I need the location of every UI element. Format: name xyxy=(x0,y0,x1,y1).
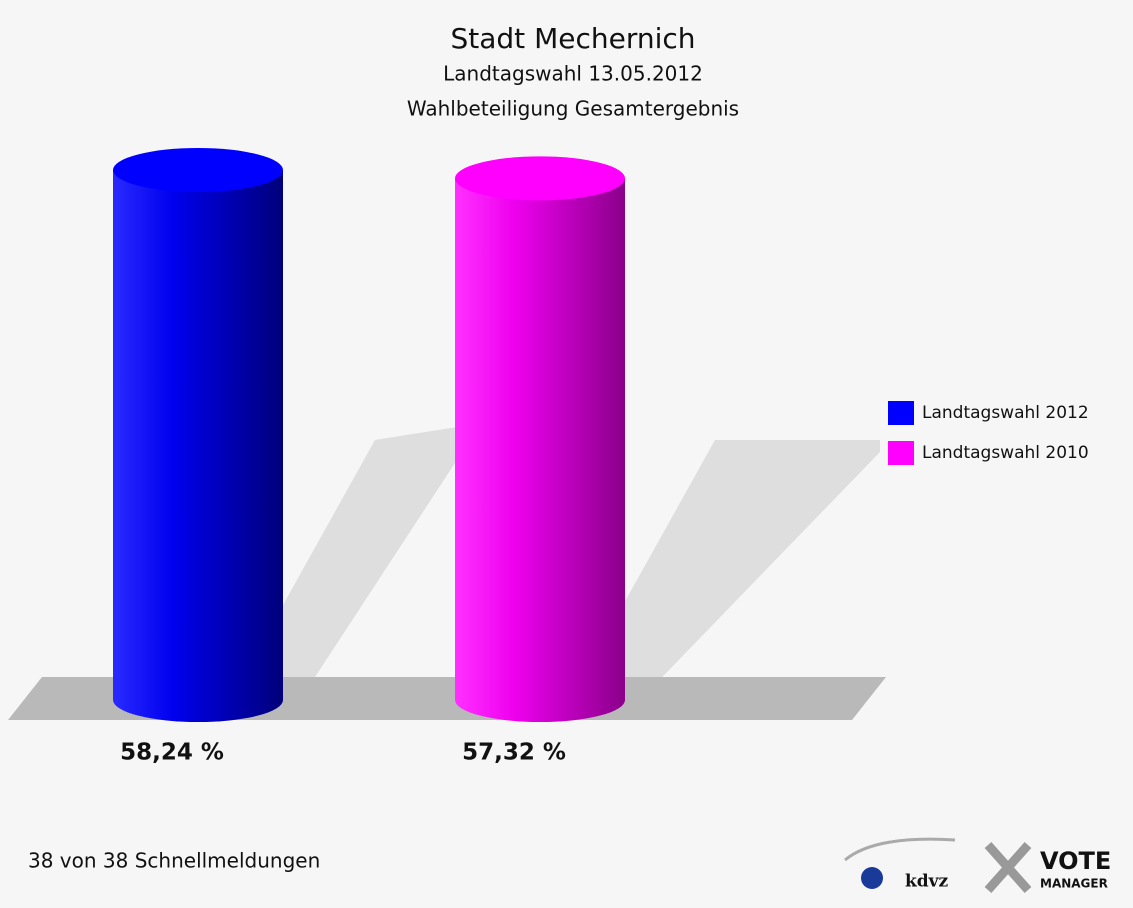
cylinder xyxy=(113,148,283,722)
legend-swatch xyxy=(888,401,914,425)
value-label: 58,24 % xyxy=(120,740,224,766)
shadow xyxy=(230,425,470,700)
cylinder-body xyxy=(113,170,283,722)
logo-ball xyxy=(861,867,883,889)
logo-text: VOTE xyxy=(1040,847,1111,875)
logo-x xyxy=(984,842,1032,893)
shadow xyxy=(570,440,880,700)
cylinder-top xyxy=(455,156,625,201)
logo-text: MANAGER xyxy=(1040,877,1108,891)
legend-label: Landtagswahl 2012 xyxy=(922,403,1089,423)
legend-label: Landtagswahl 2010 xyxy=(922,443,1089,463)
footnote: 38 von 38 Schnellmeldungen xyxy=(28,849,320,873)
chart-title: Stadt Mechernich xyxy=(451,22,696,55)
logo-swoosh xyxy=(844,837,956,862)
cylinder-body xyxy=(455,178,625,722)
logo: kdvz VOTE MANAGER xyxy=(844,837,1111,893)
cylinder xyxy=(455,156,625,722)
chart-subtitle: Wahlbeteiligung Gesamtergebnis xyxy=(407,97,739,121)
legend-swatch xyxy=(888,441,914,465)
value-label: 57,32 % xyxy=(462,740,566,766)
logo-text: kdvz xyxy=(905,872,949,892)
cylinder-top xyxy=(113,148,283,192)
chart-subtitle: Landtagswahl 13.05.2012 xyxy=(443,62,703,86)
